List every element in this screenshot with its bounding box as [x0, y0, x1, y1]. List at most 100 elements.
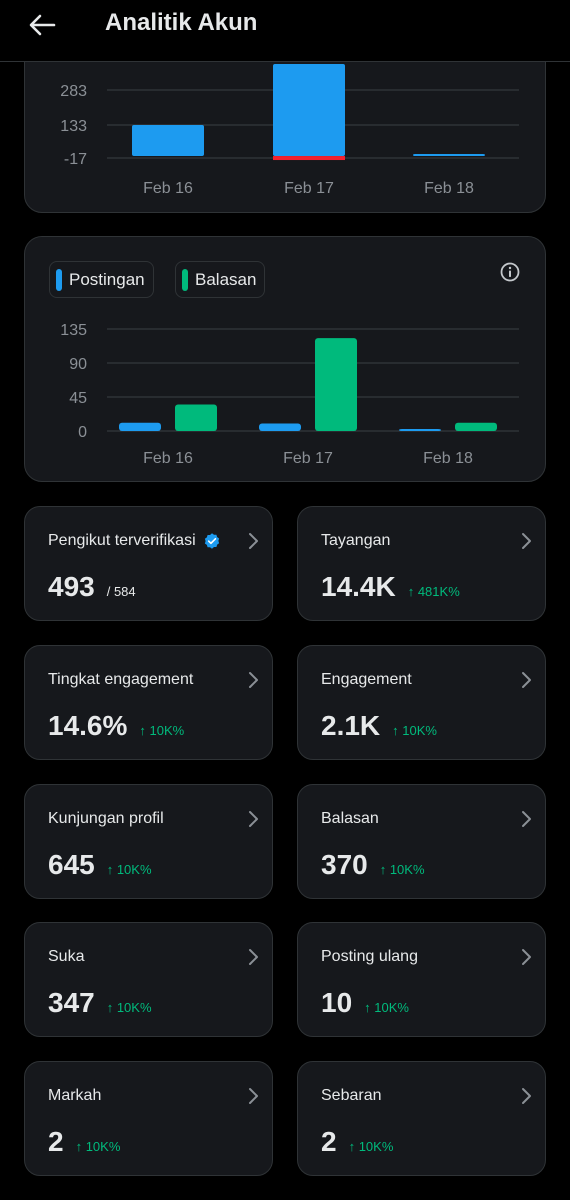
stat-value-row: 2 ↑ 10K%: [321, 1126, 393, 1158]
bar-negative[interactable]: [273, 156, 345, 161]
stat-label: Tingkat engagement: [48, 671, 193, 689]
stat-label-text: Suka: [48, 948, 85, 965]
chevron-right-icon: [522, 811, 531, 827]
stat-delta: ↑ 481K%: [407, 584, 460, 599]
stat-label: Tayangan: [321, 532, 390, 550]
back-button[interactable]: [22, 8, 62, 42]
stat-delta: ↑ 10K%: [379, 862, 425, 877]
verified-badge-icon: [204, 533, 219, 549]
bar[interactable]: [273, 64, 345, 157]
x-tick-label: Feb 17: [284, 180, 334, 197]
stat-value-row: 370 ↑ 10K%: [321, 849, 425, 881]
stat-delta: ↑ 10K%: [75, 1139, 121, 1154]
stat-value: 14.6%: [48, 710, 128, 741]
y-tick-label: 90: [69, 356, 87, 373]
stat-card[interactable]: Kunjungan profil 645 ↑ 10K%: [24, 784, 273, 899]
chevron-right-icon: [249, 1088, 258, 1104]
stat-value-row: 2 ↑ 10K%: [48, 1126, 120, 1158]
x-tick-label: Feb 17: [283, 450, 333, 467]
stat-value: 493: [48, 571, 95, 602]
legend-balasan[interactable]: Balasan: [175, 261, 266, 298]
legend-swatch-green: [182, 268, 188, 291]
stat-card[interactable]: Engagement 2.1K ↑ 10K%: [297, 645, 546, 760]
chevron-right-icon: [249, 811, 258, 827]
stat-value: 370: [321, 849, 368, 880]
stat-card[interactable]: Tayangan 14.4K ↑ 481K%: [297, 506, 546, 621]
stat-value: 14.4K: [321, 571, 396, 602]
stat-label-text: Sebaran: [321, 1087, 382, 1104]
chevron-right-icon: [249, 949, 258, 965]
stat-card[interactable]: Suka 347 ↑ 10K%: [24, 922, 273, 1037]
stat-value: 645: [48, 849, 95, 880]
x-tick-label: Feb 16: [143, 450, 193, 467]
stat-value-row: 347 ↑ 10K%: [48, 987, 152, 1019]
page-title: Analitik Akun: [105, 9, 258, 36]
stat-value-row: 14.6% ↑ 10K%: [48, 710, 184, 742]
stat-card[interactable]: Tingkat engagement 14.6% ↑ 10K%: [24, 645, 273, 760]
stat-label-text: Tayangan: [321, 532, 391, 549]
stat-label: Balasan: [321, 810, 379, 828]
stat-label-text: Tingkat engagement: [48, 671, 194, 688]
y-tick-label: 45: [69, 390, 87, 407]
chevron-right-icon: [522, 533, 531, 549]
bar[interactable]: [315, 338, 357, 431]
stat-label-text: Engagement: [321, 671, 412, 688]
stat-value-row: 493 / 584: [48, 571, 136, 603]
stat-value-row: 14.4K ↑ 481K%: [321, 571, 460, 603]
legend-label-balasan: Balasan: [195, 269, 257, 289]
impressions-chart: 283 133 -17 Feb 16 Feb 17 Feb 18: [60, 64, 519, 197]
y-tick-label: 0: [78, 424, 87, 441]
stat-value: 2: [321, 1126, 337, 1157]
posts-replies-chart-card: Postingan Balasan 135 90 45 0 Feb 16 Feb 17 Fe…: [24, 236, 546, 482]
stat-card[interactable]: Posting ulang 10 ↑ 10K%: [297, 922, 546, 1037]
stat-label: Sebaran: [321, 1087, 382, 1105]
stat-delta: ↑ 10K%: [364, 1000, 409, 1015]
stat-label-text: Markah: [48, 1087, 102, 1104]
stat-value-row: 10 ↑ 10K%: [321, 987, 409, 1019]
stat-delta: ↑ 10K%: [106, 1000, 152, 1015]
stat-label-text: Pengikut terverifikasi: [48, 532, 196, 549]
stat-label-text: Kunjungan profil: [48, 810, 164, 827]
stat-value-row: 2.1K ↑ 10K%: [321, 710, 437, 742]
chevron-right-icon: [249, 533, 258, 549]
stat-value: 10: [321, 987, 353, 1018]
stat-card[interactable]: Balasan 370 ↑ 10K%: [297, 784, 546, 899]
stat-label: Suka: [48, 948, 84, 966]
stat-delta: ↑ 10K%: [139, 723, 185, 738]
bar[interactable]: [175, 404, 217, 431]
stat-card[interactable]: Markah 2 ↑ 10K%: [24, 1061, 273, 1176]
bar[interactable]: [455, 422, 497, 431]
stat-label-text: Posting ulang: [321, 948, 418, 965]
bar[interactable]: [259, 423, 301, 431]
bar[interactable]: [119, 422, 161, 431]
x-tick-label: Feb 18: [423, 450, 473, 467]
chevron-right-icon: [522, 672, 531, 688]
posts-replies-chart: 135 90 45 0 Feb 16 Feb 17 Feb 18: [60, 322, 519, 467]
arrow-left-icon: [29, 14, 56, 36]
y-tick-label: 283: [60, 83, 87, 100]
stat-label: Markah: [48, 1087, 101, 1105]
info-icon[interactable]: [499, 261, 521, 283]
y-tick-label: 135: [60, 322, 87, 339]
stat-delta: ↑ 10K%: [392, 723, 437, 738]
legend-postingan[interactable]: Postingan: [49, 261, 154, 298]
stat-value-row: 645 ↑ 10K%: [48, 849, 152, 881]
legend-label-postingan: Postingan: [69, 269, 145, 289]
stat-card[interactable]: Sebaran 2 ↑ 10K%: [297, 1061, 546, 1176]
stat-label: Posting ulang: [321, 948, 418, 966]
bar[interactable]: [132, 125, 204, 157]
x-tick-label: Feb 18: [424, 180, 474, 197]
stat-value: 2.1K: [321, 710, 381, 741]
y-tick-label: 133: [60, 118, 87, 135]
stat-label: Pengikut terverifikasi: [48, 532, 221, 550]
bar[interactable]: [413, 154, 485, 157]
app-header: Analitik Akun: [0, 0, 570, 62]
y-tick-label: -17: [64, 151, 87, 168]
x-tick-label: Feb 16: [143, 180, 193, 197]
stat-delta: ↑ 10K%: [106, 862, 152, 877]
bar[interactable]: [399, 429, 441, 431]
stat-value: 2: [48, 1126, 64, 1157]
stat-sub: / 584: [106, 584, 136, 599]
stat-delta: ↑ 10K%: [348, 1139, 394, 1154]
stat-card[interactable]: Pengikut terverifikasi 493 / 584: [24, 506, 273, 621]
